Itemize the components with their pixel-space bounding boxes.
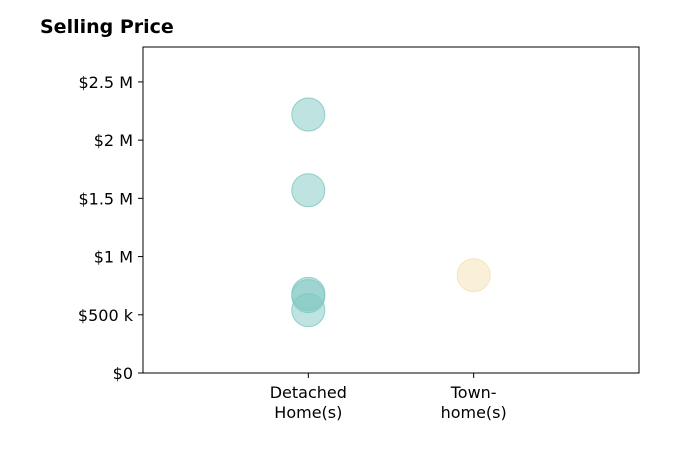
y-tick-label-2: $1 M bbox=[94, 248, 133, 267]
data-point-5 bbox=[291, 293, 326, 328]
x-tick-label-0: Detached Home(s) bbox=[270, 383, 347, 422]
x-tick-label-0-line-0: Detached bbox=[270, 383, 347, 402]
data-point-6 bbox=[456, 258, 491, 293]
y-tick-label-1: $500 k bbox=[78, 306, 134, 325]
chart-title: Selling Price bbox=[40, 16, 174, 38]
x-tick-label-1-line-0: Town- bbox=[450, 383, 497, 402]
y-tick-label-5: $2.5 M bbox=[78, 73, 133, 92]
data-point-2 bbox=[291, 173, 326, 208]
plot-frame bbox=[142, 46, 640, 374]
x-tick-label-1: Town-home(s) bbox=[441, 383, 507, 422]
x-tick-label-0-line-1: Home(s) bbox=[274, 403, 342, 422]
y-tick-label-4: $2 M bbox=[94, 131, 133, 150]
y-tick-label-0: $0 bbox=[113, 364, 133, 383]
data-point-1 bbox=[291, 97, 326, 132]
y-tick-label-3: $1.5 M bbox=[78, 189, 133, 208]
axes-layer: $0 $500 k $1 M $1.5 M $2 M $2.5 M Detached Home… bbox=[78, 46, 640, 422]
x-tick-label-1-line-1: home(s) bbox=[441, 403, 507, 422]
points-layer bbox=[291, 97, 491, 328]
